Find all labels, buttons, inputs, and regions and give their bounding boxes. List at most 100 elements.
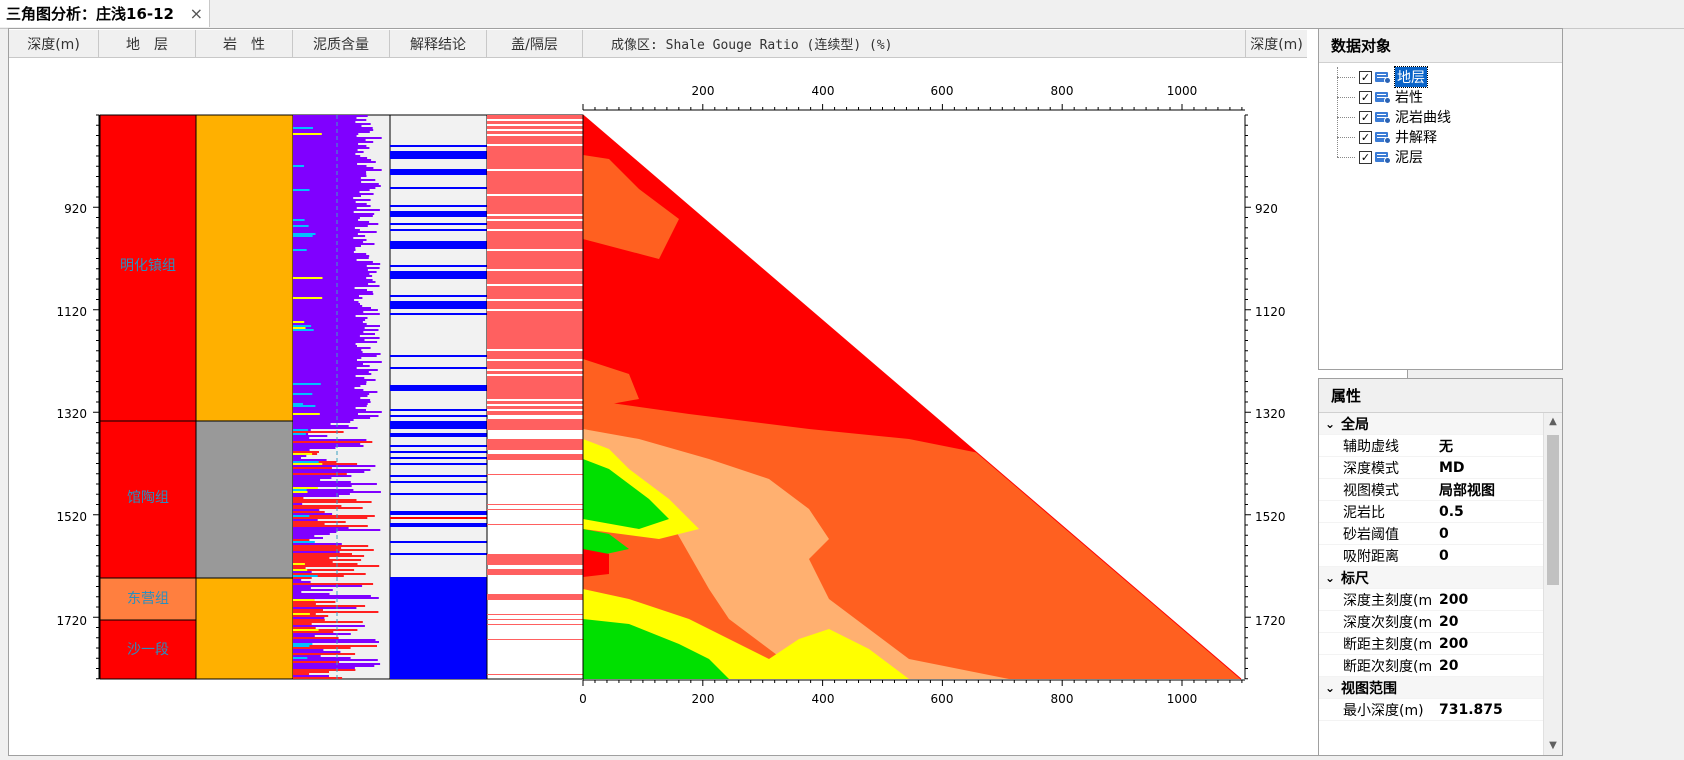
checkbox-checked-icon[interactable]: ✓ — [1359, 130, 1372, 144]
close-icon[interactable]: × — [189, 4, 203, 23]
interp-layer[interactable] — [390, 223, 487, 225]
interp-layer[interactable] — [390, 151, 487, 157]
cap-layer[interactable] — [487, 619, 583, 620]
cap-layer[interactable] — [487, 624, 583, 625]
cap-layer[interactable] — [487, 574, 583, 575]
interp-layer[interactable] — [390, 475, 487, 477]
cap-layer[interactable] — [487, 424, 583, 430]
cap-layer[interactable] — [487, 674, 583, 675]
interp-layer[interactable] — [390, 493, 487, 495]
prop-value[interactable]: 局部视图 — [1439, 482, 1495, 499]
formation-dongying-block[interactable] — [99, 577, 197, 621]
prop-row[interactable]: 泥岩比 0.5 — [1319, 501, 1544, 523]
prop-value[interactable]: 0 — [1439, 525, 1449, 542]
cap-layer[interactable] — [487, 559, 583, 565]
formation-minghuazhen-block[interactable] — [99, 114, 197, 422]
interp-layer[interactable] — [390, 307, 487, 309]
interp-layer[interactable] — [390, 295, 487, 297]
interp-layer[interactable] — [390, 457, 487, 459]
scroll-down-icon[interactable]: ▼ — [1549, 740, 1557, 751]
tree-item-label[interactable]: 岩性 — [1395, 90, 1423, 106]
interp-layer[interactable] — [390, 451, 487, 453]
formation-shayi-block[interactable] — [99, 619, 197, 680]
interp-layer[interactable] — [390, 415, 487, 417]
prop-row[interactable]: 吸附距离 0 — [1319, 545, 1544, 567]
cap-layer[interactable] — [487, 504, 583, 505]
interp-layer[interactable] — [390, 271, 487, 277]
tree-item-label[interactable]: 泥岩曲线 — [1395, 110, 1451, 126]
interp-layer[interactable] — [390, 385, 487, 391]
interp-layer[interactable] — [390, 265, 487, 267]
interp-layer[interactable] — [390, 433, 487, 437]
prop-row[interactable]: 断距主刻度(m 200 — [1319, 633, 1544, 655]
lithology-sand-upper[interactable] — [195, 114, 294, 422]
prop-group-global[interactable]: ⌄ 全局 — [1319, 413, 1544, 435]
prop-row[interactable]: 深度模式 MD — [1319, 457, 1544, 479]
lithology-sand-lower[interactable] — [195, 577, 294, 680]
prop-value[interactable]: 20 — [1439, 613, 1459, 630]
prop-value[interactable]: 20 — [1439, 657, 1459, 674]
tree-item-shale-layer[interactable]: ✓ 泥层 — [1337, 147, 1562, 167]
cap-layer[interactable] — [487, 524, 583, 525]
interp-layer[interactable] — [390, 355, 487, 357]
cap-layer[interactable] — [487, 594, 583, 600]
interp-layer[interactable] — [390, 523, 487, 527]
prop-row[interactable]: 砂岩阈值 0 — [1319, 523, 1544, 545]
chevron-down-icon[interactable]: ⌄ — [1324, 680, 1336, 695]
cap-layer[interactable] — [487, 444, 583, 450]
interp-layer[interactable] — [390, 579, 487, 679]
cap-layer[interactable] — [487, 569, 583, 575]
tree-item-formation[interactable]: ✓ 地层 — [1337, 66, 1562, 88]
prop-value[interactable]: 0.5 — [1439, 503, 1464, 520]
tree-item-lithology[interactable]: ✓ 岩性 — [1337, 87, 1562, 107]
checkbox-checked-icon[interactable]: ✓ — [1359, 150, 1372, 164]
cap-layer[interactable] — [487, 474, 583, 475]
cap-layer[interactable] — [487, 639, 583, 640]
interp-layer[interactable] — [390, 277, 487, 279]
interp-layer[interactable] — [390, 409, 487, 411]
interp-layer[interactable] — [390, 157, 487, 159]
chevron-down-icon[interactable]: ⌄ — [1324, 570, 1336, 585]
prop-value[interactable]: MD — [1439, 459, 1465, 476]
cap-layer[interactable] — [487, 554, 583, 560]
interp-layer[interactable] — [390, 421, 487, 427]
prop-row[interactable]: 视图模式 局部视图 — [1319, 479, 1544, 501]
cap-layer[interactable] — [487, 449, 583, 450]
prop-value[interactable]: 无 — [1439, 438, 1453, 455]
interp-layer[interactable] — [390, 241, 487, 247]
scroll-thumb[interactable] — [1547, 435, 1559, 585]
checkbox-checked-icon[interactable]: ✓ — [1359, 70, 1372, 84]
interp-layer[interactable] — [390, 229, 487, 231]
chevron-down-icon[interactable]: ⌄ — [1324, 416, 1336, 431]
interp-layer[interactable] — [390, 169, 487, 175]
prop-group-ruler[interactable]: ⌄ 标尺 — [1319, 567, 1544, 589]
prop-value[interactable]: 200 — [1439, 591, 1469, 608]
prop-group-view-range[interactable]: ⌄ 视图范围 — [1319, 677, 1544, 699]
interp-layer[interactable] — [390, 577, 487, 579]
prop-value[interactable]: 731.875 — [1439, 701, 1503, 718]
interp-layer[interactable] — [390, 247, 487, 249]
interp-layer[interactable] — [390, 367, 487, 369]
cap-layer[interactable] — [487, 614, 583, 615]
tree-item-label[interactable]: 井解释 — [1395, 130, 1437, 146]
interp-layer[interactable] — [390, 145, 487, 147]
interp-layer[interactable] — [390, 211, 487, 217]
interp-layer[interactable] — [390, 427, 487, 429]
interp-layer[interactable] — [390, 205, 487, 207]
interp-layer[interactable] — [390, 553, 487, 555]
interp-layer[interactable] — [390, 463, 487, 465]
cap-layer[interactable] — [487, 419, 583, 425]
tree-item-shale-curve[interactable]: ✓ 泥岩曲线 — [1337, 107, 1562, 127]
tree-item-label[interactable]: 地层 — [1394, 66, 1428, 88]
interp-layer[interactable] — [390, 541, 487, 543]
interp-layer[interactable] — [390, 481, 487, 483]
prop-value[interactable]: 200 — [1439, 635, 1469, 652]
cap-layer[interactable] — [487, 115, 583, 415]
checkbox-checked-icon[interactable]: ✓ — [1359, 110, 1372, 124]
tree-item-well-interp[interactable]: ✓ 井解释 — [1337, 127, 1562, 147]
cap-layer[interactable] — [487, 454, 583, 460]
cap-layer[interactable] — [487, 509, 583, 510]
lithology-shale[interactable] — [195, 420, 294, 579]
tree-item-label[interactable]: 泥层 — [1395, 150, 1423, 166]
interp-layer[interactable] — [390, 445, 487, 447]
